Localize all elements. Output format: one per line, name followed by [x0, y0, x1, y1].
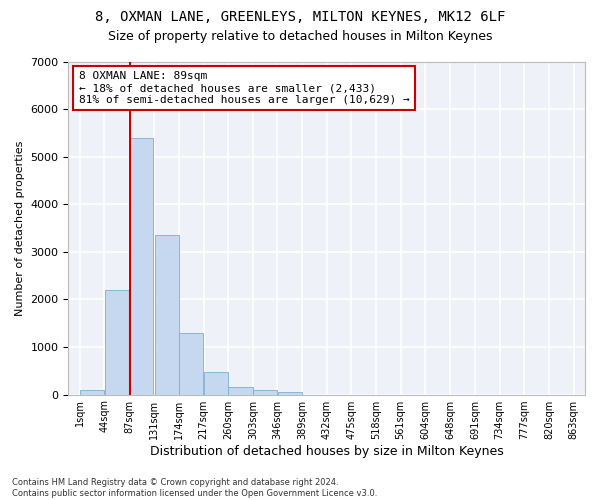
- Bar: [204, 372, 228, 394]
- Bar: [278, 392, 302, 394]
- Text: Contains HM Land Registry data © Crown copyright and database right 2024.
Contai: Contains HM Land Registry data © Crown c…: [12, 478, 377, 498]
- Bar: [179, 332, 203, 394]
- Bar: [229, 388, 253, 394]
- Bar: [130, 138, 154, 394]
- Y-axis label: Number of detached properties: Number of detached properties: [15, 140, 25, 316]
- Bar: [155, 235, 179, 394]
- Bar: [80, 390, 104, 394]
- Text: Size of property relative to detached houses in Milton Keynes: Size of property relative to detached ho…: [108, 30, 492, 43]
- Text: 8 OXMAN LANE: 89sqm
← 18% of detached houses are smaller (2,433)
81% of semi-det: 8 OXMAN LANE: 89sqm ← 18% of detached ho…: [79, 72, 409, 104]
- Bar: [105, 290, 129, 395]
- X-axis label: Distribution of detached houses by size in Milton Keynes: Distribution of detached houses by size …: [150, 444, 503, 458]
- Bar: [253, 390, 277, 394]
- Text: 8, OXMAN LANE, GREENLEYS, MILTON KEYNES, MK12 6LF: 8, OXMAN LANE, GREENLEYS, MILTON KEYNES,…: [95, 10, 505, 24]
